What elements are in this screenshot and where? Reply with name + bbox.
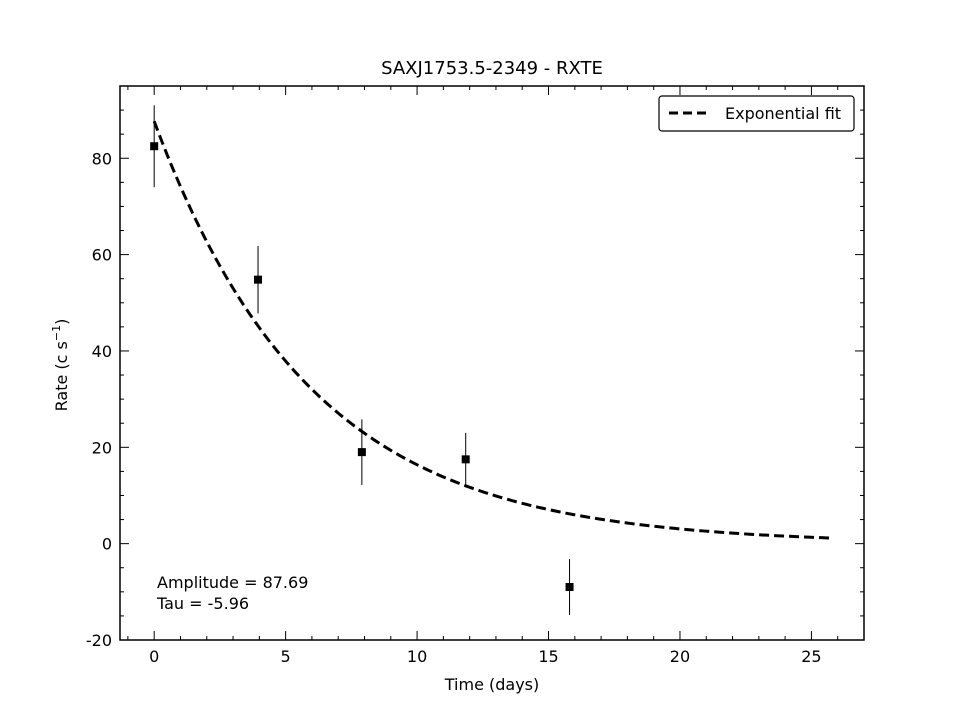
- annotation-tau: Tau = -5.96: [156, 594, 249, 613]
- y-tick-label: 60: [92, 246, 112, 265]
- data-point: [461, 455, 470, 464]
- data-point: [357, 448, 366, 457]
- x-axis-label: Time (days): [444, 675, 540, 694]
- x-tick-label: 25: [801, 647, 821, 666]
- plot-frame: [119, 85, 865, 641]
- y-axis-label-exponent: −1: [50, 325, 63, 341]
- data-point: [254, 275, 263, 284]
- y-axis-label: Rate (c s−1): [50, 319, 71, 412]
- y-tick-label: 40: [92, 342, 112, 361]
- fit-curve-exponential: [152, 120, 830, 540]
- x-tick-label: 20: [670, 647, 690, 666]
- data-point: [565, 583, 574, 592]
- y-tick-label: 0: [102, 535, 112, 554]
- x-tick-label: 0: [149, 647, 159, 666]
- legend-box: [658, 95, 855, 132]
- x-tick-label: 10: [407, 647, 427, 666]
- plot-area: 0 5 10 15 20 25 -20 0 20 40 60 80: [86, 85, 865, 666]
- y-axis-label-close: ): [52, 319, 71, 325]
- legend-label-exponential-fit: Exponential fit: [725, 104, 841, 123]
- chart-title: SAXJ1753.5-2349 - RXTE: [381, 58, 603, 79]
- legend: Exponential fit: [658, 95, 855, 132]
- y-axis-label-main: Rate (c s: [52, 341, 71, 411]
- y-tick-label: -20: [86, 631, 112, 650]
- annotation-amplitude: Amplitude = 87.69: [157, 573, 308, 592]
- x-tick-label: 15: [538, 647, 558, 666]
- data-point: [150, 142, 159, 151]
- x-tick-label: 5: [281, 647, 291, 666]
- y-tick-label: 20: [92, 438, 112, 457]
- y-tick-label: 80: [92, 149, 112, 168]
